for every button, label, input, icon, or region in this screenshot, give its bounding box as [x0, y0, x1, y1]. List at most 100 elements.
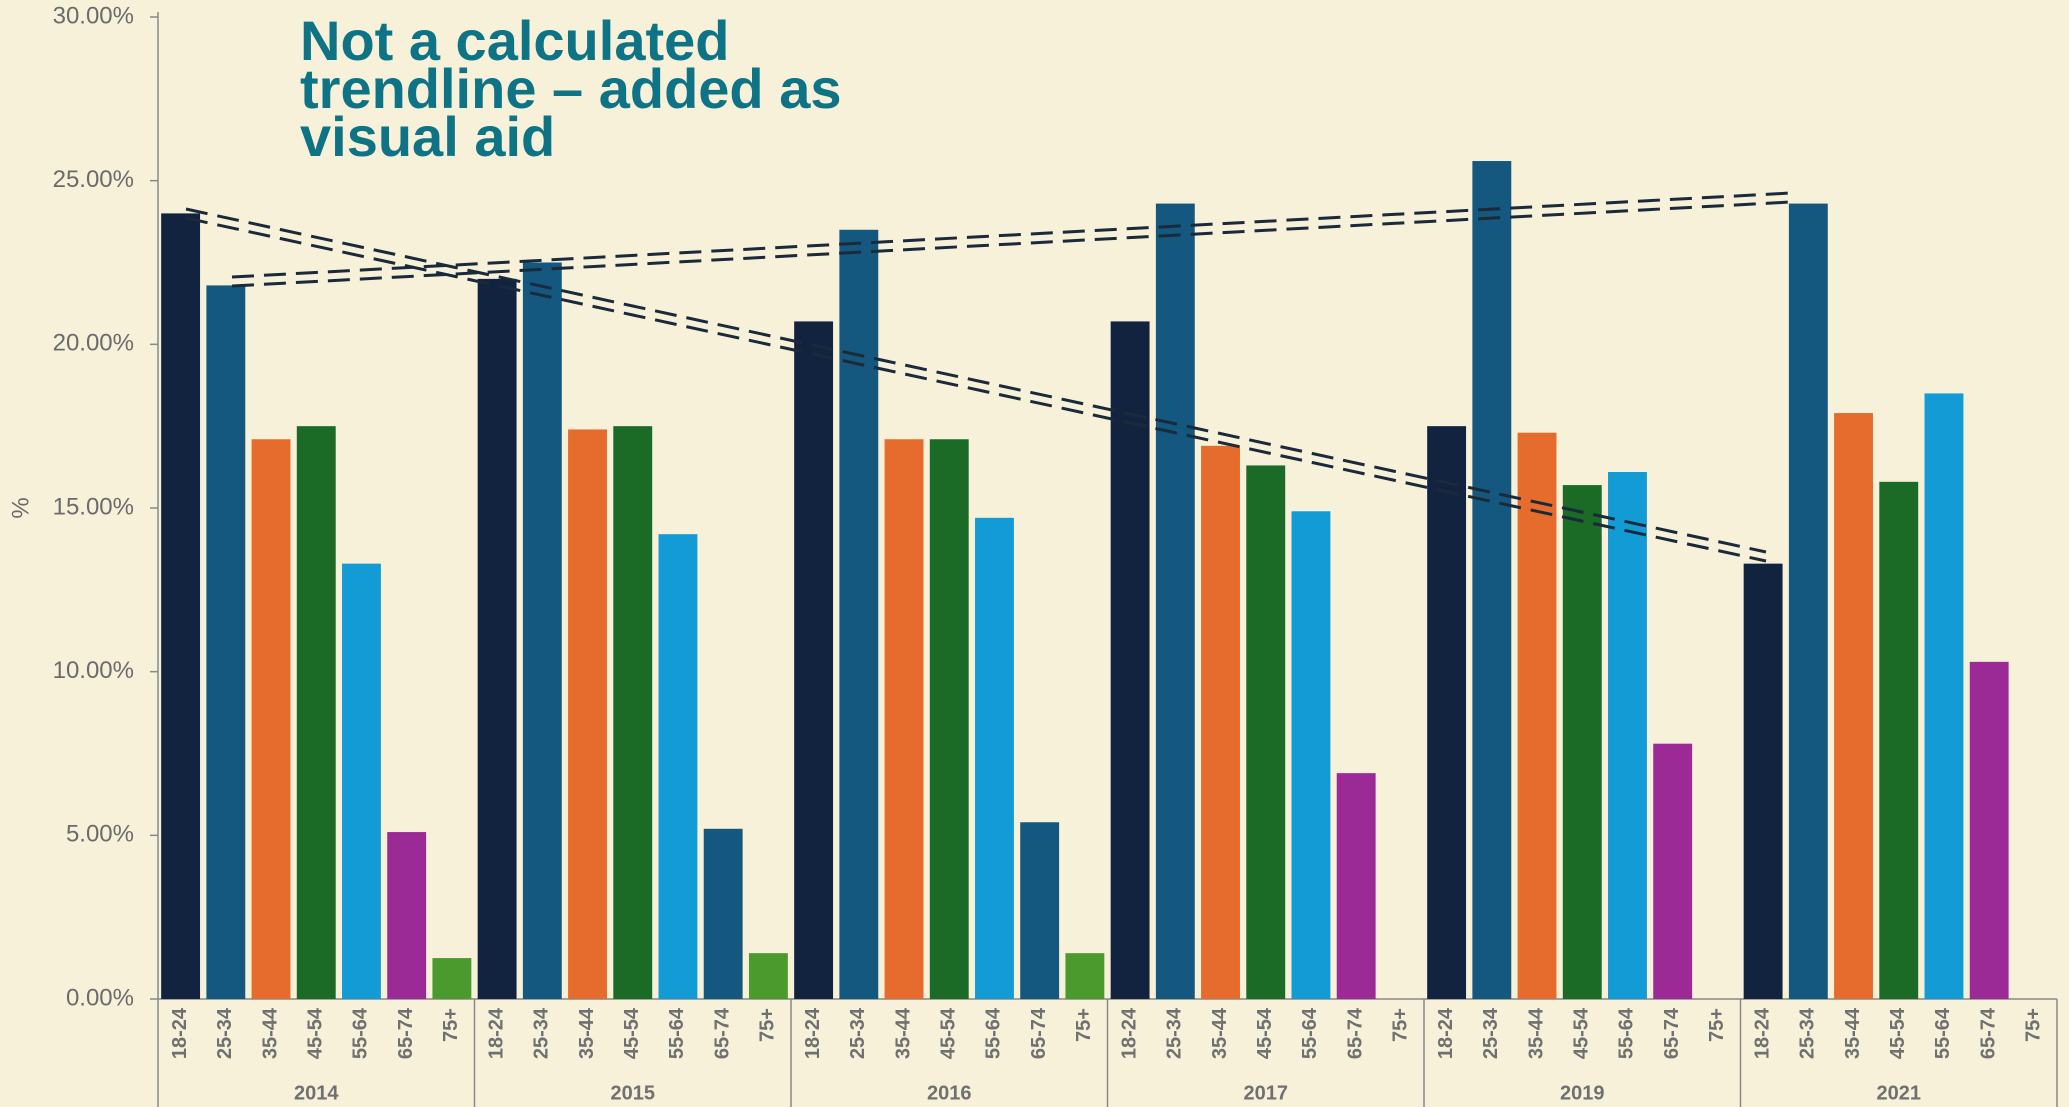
trendline [185, 207, 1767, 554]
x-tick-label: 25-34 [531, 1007, 553, 1059]
bar [251, 439, 291, 999]
x-tick-label: 65-74 [1661, 1007, 1683, 1059]
bar [1517, 432, 1557, 999]
x-tick-label: 45-54 [1887, 1007, 1909, 1059]
y-tick-label: 25.00% [53, 166, 134, 193]
x-group-label: 2019 [1560, 1082, 1605, 1104]
annotation: Not a calculated [300, 9, 729, 72]
x-tick-label: 35-44 [892, 1007, 914, 1059]
x-tick-label: 35-44 [576, 1007, 598, 1059]
x-tick-label: 75+ [440, 1008, 462, 1042]
bar [1336, 773, 1376, 999]
bar [1246, 465, 1286, 999]
bar [296, 426, 336, 1000]
trendline [185, 216, 1767, 563]
bar [1020, 822, 1060, 999]
y-tick-label: 5.00% [66, 821, 134, 848]
x-tick-label: 18-24 [169, 1007, 191, 1059]
x-tick-label: 35-44 [1209, 1007, 1231, 1059]
bar [1427, 426, 1467, 1000]
bar [1472, 161, 1512, 999]
plot: 0.00% 5.00% 10.00% 15.00% 20.00% 25.00% 30.00%… [53, 2, 2058, 1107]
x-tick-label: 25-34 [1164, 1007, 1186, 1059]
x-tick-label: 55-64 [666, 1007, 688, 1059]
y-tick-label: 30.00% [53, 2, 134, 29]
bar [703, 828, 743, 999]
x-tick-label: 45-54 [1571, 1007, 1593, 1059]
annotation: trendline – added as [300, 57, 842, 120]
bar [1788, 203, 1828, 999]
bar [1969, 661, 2009, 999]
bar [1065, 953, 1105, 999]
y-tick-label: 20.00% [53, 330, 134, 357]
bar [1879, 481, 1919, 999]
x-tick-label: 75+ [1390, 1008, 1412, 1042]
bar [342, 563, 381, 999]
bar [1924, 393, 1964, 999]
x-group-label: 2017 [1244, 1082, 1289, 1104]
bar [206, 285, 246, 999]
bar [387, 832, 427, 999]
x-tick-label: 45-54 [1254, 1007, 1276, 1059]
annotation: visual aid [300, 105, 555, 168]
x-tick-label: 35-44 [259, 1007, 281, 1059]
bar [975, 517, 1014, 999]
x-tick-label: 18-24 [1751, 1007, 1773, 1059]
x-tick-label: 45-54 [621, 1007, 643, 1059]
x-tick-label: 18-24 [802, 1007, 824, 1059]
bar [568, 429, 607, 999]
x-group-label: 2015 [611, 1082, 656, 1104]
bar [658, 534, 698, 999]
x-tick-label: 18-24 [485, 1007, 507, 1059]
x-tick-label: 75+ [2023, 1008, 2045, 1042]
x-tick-label: 55-64 [1616, 1007, 1638, 1059]
x-tick-label: 25-34 [214, 1007, 236, 1059]
y-tick-label: 10.00% [53, 657, 134, 684]
x-tick-label: 45-54 [938, 1007, 960, 1059]
trendlines [185, 191, 1792, 563]
x-tick-label: 65-74 [395, 1007, 417, 1059]
bar [1201, 445, 1240, 1000]
bar [1653, 743, 1693, 999]
x-tick-label: 65-74 [1977, 1007, 1999, 1059]
bar [432, 958, 472, 999]
x-tick-label: 25-34 [1797, 1007, 1819, 1059]
x-tick-label: 55-64 [1299, 1007, 1321, 1059]
bar [884, 439, 924, 999]
y-tick-label: 15.00% [53, 493, 134, 520]
x-tick-label: 55-64 [1932, 1007, 1954, 1059]
x-tick-label: 75+ [1706, 1008, 1728, 1042]
x-group-label: 2014 [294, 1082, 339, 1104]
x-tick-label: 35-44 [1842, 1007, 1864, 1059]
trendline [231, 200, 1792, 288]
y-tick-label: 0.00% [66, 984, 134, 1011]
bar [161, 213, 201, 999]
bar [1608, 471, 1647, 999]
x-tick-label: 65-74 [1344, 1007, 1366, 1059]
bar [522, 262, 562, 999]
bar [794, 321, 834, 999]
x-tick-label: 25-34 [1480, 1007, 1502, 1059]
x-group-label: 2016 [927, 1082, 972, 1104]
bar [1110, 321, 1150, 999]
x-tick-label: 75+ [757, 1008, 779, 1042]
x-tick-label: 45-54 [305, 1007, 327, 1059]
x-tick-label: 75+ [1073, 1008, 1095, 1042]
bar [929, 439, 969, 999]
x-tick-label: 25-34 [847, 1007, 869, 1059]
bar [839, 229, 879, 999]
x-tick-label: 55-64 [983, 1007, 1005, 1059]
x-tick-label: 18-24 [1118, 1007, 1140, 1059]
y-axis-label: % [7, 497, 34, 518]
bar [748, 953, 788, 999]
bar [1834, 413, 1873, 999]
bar [1155, 203, 1195, 999]
x-tick-label: 18-24 [1435, 1007, 1457, 1059]
bar [1291, 511, 1331, 999]
x-tick-label: 65-74 [711, 1007, 733, 1059]
x-group-label: 2021 [1877, 1082, 1922, 1104]
x-tick-label: 55-64 [350, 1007, 372, 1059]
trendline [231, 191, 1792, 279]
bar [477, 278, 517, 999]
